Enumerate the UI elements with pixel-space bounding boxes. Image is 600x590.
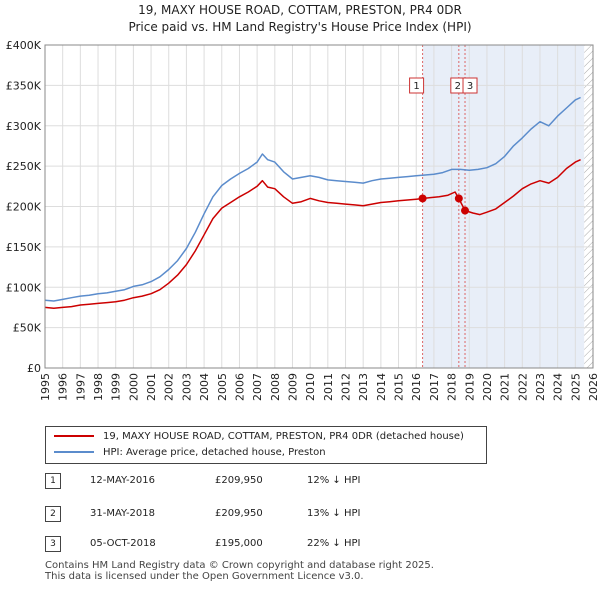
title-line-1: 19, MAXY HOUSE ROAD, COTTAM, PRESTON, PR… bbox=[138, 3, 462, 17]
x-tick-label: 2002 bbox=[163, 373, 176, 401]
legend-label-hpi: HPI: Average price, detached house, Pres… bbox=[103, 447, 326, 458]
sale-point-2 bbox=[454, 194, 463, 203]
x-tick-label: 2010 bbox=[304, 373, 317, 401]
legend-swatch-hpi bbox=[54, 451, 94, 453]
x-tick-label: 2007 bbox=[251, 373, 264, 401]
series-line-property bbox=[44, 159, 581, 309]
footer: Contains HM Land Registry data © Crown c… bbox=[45, 560, 434, 582]
x-tick-label: 1999 bbox=[110, 373, 123, 401]
x-tick-label: 1995 bbox=[39, 373, 52, 401]
x-tick-label: 2016 bbox=[410, 373, 423, 401]
marker-box-1 bbox=[409, 77, 425, 94]
x-tick-label: 2026 bbox=[587, 373, 600, 401]
y-tick-label: £400K bbox=[6, 39, 42, 52]
transaction-hpi-diff: 13% ↓ HPI bbox=[307, 508, 361, 519]
transaction-number: 3 bbox=[45, 536, 61, 552]
x-tick-label: 2006 bbox=[233, 373, 246, 401]
transaction-date: 31-MAY-2018 bbox=[90, 508, 156, 519]
x-tick-label: 2019 bbox=[463, 373, 476, 401]
x-tick-label: 2001 bbox=[145, 373, 158, 401]
legend: 19, MAXY HOUSE ROAD, COTTAM, PRESTON, PR… bbox=[45, 426, 487, 464]
x-tick-label: 2020 bbox=[481, 373, 494, 401]
y-tick-label: £100K bbox=[6, 281, 42, 294]
title-line-2: Price paid vs. HM Land Registry's House … bbox=[128, 20, 472, 34]
transaction-price: £209,950 bbox=[215, 475, 263, 486]
transaction-row: 2 31-MAY-2018 £209,950 13% ↓ HPI bbox=[45, 506, 465, 522]
transaction-number: 1 bbox=[45, 473, 61, 489]
x-tick-label: 2023 bbox=[534, 373, 547, 401]
marker-box-3 bbox=[462, 77, 478, 94]
plot-border bbox=[44, 44, 594, 369]
x-tick-label: 2012 bbox=[340, 373, 353, 401]
chart-title: 19, MAXY HOUSE ROAD, COTTAM, PRESTON, PR… bbox=[0, 2, 600, 36]
x-tick-label: 2004 bbox=[198, 373, 211, 401]
x-tick-label: 2024 bbox=[552, 373, 565, 401]
x-tick-label: 2009 bbox=[286, 373, 299, 401]
transaction-number: 2 bbox=[45, 506, 61, 522]
transaction-row: 3 05-OCT-2018 £195,000 22% ↓ HPI bbox=[45, 536, 465, 552]
marker-label-1: 1 bbox=[413, 81, 419, 92]
x-tick-label: 2005 bbox=[216, 373, 229, 401]
x-tick-label: 1998 bbox=[92, 373, 105, 401]
x-tick-label: 2008 bbox=[269, 373, 282, 401]
y-tick-label: £250K bbox=[6, 160, 42, 173]
y-tick-label: £0 bbox=[27, 362, 41, 375]
x-tick-label: 2022 bbox=[516, 373, 529, 401]
legend-item-hpi: HPI: Average price, detached house, Pres… bbox=[54, 446, 326, 460]
marker-label-3: 3 bbox=[467, 81, 473, 92]
x-tick-label: 1996 bbox=[57, 373, 70, 401]
x-tick-label: 2003 bbox=[180, 373, 193, 401]
price-chart: £0 £50K £100K £150K £200K £250K £300K £350K £400… bbox=[6, 39, 600, 401]
x-tick-label: 2014 bbox=[375, 373, 388, 401]
y-tick-label: £50K bbox=[13, 322, 42, 335]
marker-label-2: 2 bbox=[455, 81, 461, 92]
transaction-date: 12-MAY-2016 bbox=[90, 475, 156, 486]
x-tick-label: 2017 bbox=[428, 373, 441, 401]
x-tick-label: 2021 bbox=[499, 373, 512, 401]
y-tick-label: £300K bbox=[6, 120, 42, 133]
transaction-hpi-diff: 22% ↓ HPI bbox=[307, 538, 361, 549]
x-tick-label: 2013 bbox=[357, 373, 370, 401]
transaction-price: £209,950 bbox=[215, 508, 263, 519]
transaction-price: £195,000 bbox=[215, 538, 263, 549]
y-tick-label: £200K bbox=[6, 201, 42, 214]
x-tick-label: 2011 bbox=[322, 373, 335, 401]
legend-label-property: 19, MAXY HOUSE ROAD, COTTAM, PRESTON, PR… bbox=[103, 431, 464, 442]
sale-point-3 bbox=[461, 206, 470, 215]
y-tick-label: £350K bbox=[6, 79, 42, 92]
transaction-row: 1 12-MAY-2016 £209,950 12% ↓ HPI bbox=[45, 473, 465, 489]
legend-swatch-property bbox=[54, 435, 94, 437]
x-tick-label: 2015 bbox=[393, 373, 406, 401]
y-tick-label: £150K bbox=[6, 241, 42, 254]
footer-line-2: This data is licensed under the Open Gov… bbox=[45, 571, 364, 582]
x-tick-label: 2000 bbox=[127, 373, 140, 401]
x-tick-label: 1997 bbox=[74, 373, 87, 401]
sale-point-1 bbox=[418, 194, 427, 203]
legend-item-property: 19, MAXY HOUSE ROAD, COTTAM, PRESTON, PR… bbox=[54, 430, 464, 444]
series-line-hpi bbox=[44, 96, 581, 302]
transaction-hpi-diff: 12% ↓ HPI bbox=[307, 475, 361, 486]
x-tick-label: 2018 bbox=[446, 373, 459, 401]
x-tick-label: 2025 bbox=[569, 373, 582, 401]
footer-line-1: Contains HM Land Registry data © Crown c… bbox=[45, 560, 434, 571]
transaction-date: 05-OCT-2018 bbox=[90, 538, 156, 549]
